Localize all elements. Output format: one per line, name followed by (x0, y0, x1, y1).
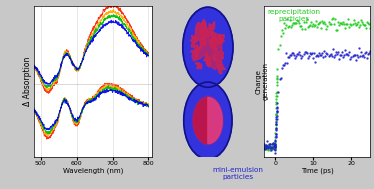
X-axis label: Wavelength (nm): Wavelength (nm) (63, 167, 123, 174)
Y-axis label: Charge
generation: Charge generation (256, 62, 269, 100)
Text: reprecipitation
particles: reprecipitation particles (267, 9, 320, 22)
Polygon shape (209, 31, 222, 47)
Polygon shape (190, 35, 196, 47)
Polygon shape (220, 34, 224, 43)
Text: mini-emulsion
particles: mini-emulsion particles (212, 167, 263, 180)
Circle shape (193, 96, 223, 145)
Polygon shape (213, 46, 223, 65)
Polygon shape (195, 63, 202, 69)
Y-axis label: Δ Absorption: Δ Absorption (23, 57, 32, 106)
X-axis label: Time (ps): Time (ps) (301, 167, 333, 174)
Polygon shape (191, 44, 202, 60)
Polygon shape (192, 22, 222, 70)
Wedge shape (193, 98, 208, 144)
Circle shape (184, 82, 232, 159)
Polygon shape (209, 21, 215, 31)
Polygon shape (203, 52, 211, 67)
Polygon shape (194, 19, 212, 48)
Wedge shape (208, 98, 223, 144)
Polygon shape (217, 64, 225, 74)
Circle shape (183, 7, 233, 87)
